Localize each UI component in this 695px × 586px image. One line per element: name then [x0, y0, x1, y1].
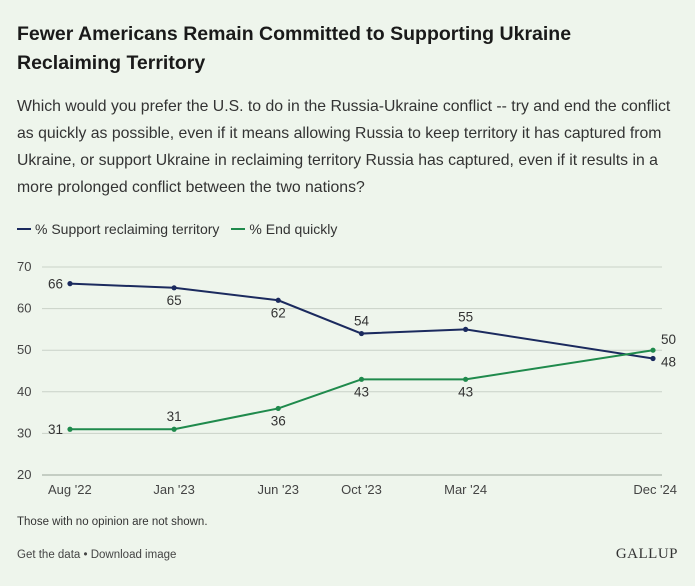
legend-swatch-reclaim	[17, 228, 31, 230]
y-tick-label: 70	[17, 259, 31, 274]
get-data-link[interactable]: Get the data	[17, 549, 81, 561]
footnote: Those with no opinion are not shown.	[17, 516, 208, 528]
series-line-0	[69, 282, 654, 360]
data-point	[275, 405, 281, 412]
y-tick-label: 60	[17, 301, 31, 316]
legend: % Support reclaiming territory % End qui…	[17, 221, 337, 237]
data-label: 50	[661, 332, 676, 347]
y-tick-label: 20	[17, 467, 31, 482]
y-tick-label: 30	[17, 425, 31, 440]
legend-item-end-quickly: % End quickly	[231, 221, 337, 237]
y-tick-label: 40	[17, 384, 31, 399]
y-tick-label: 50	[17, 342, 31, 357]
chart-title: Fewer Americans Remain Committed to Supp…	[17, 23, 572, 74]
data-point	[358, 330, 365, 337]
data-label: 36	[271, 413, 286, 428]
x-tick-label: Jun '23	[257, 482, 299, 497]
data-label: 62	[271, 305, 286, 320]
x-tick-label: Dec '24	[633, 482, 677, 497]
footer-separator: •	[80, 549, 91, 561]
footer-links: Get the data • Download image	[17, 549, 176, 561]
x-tick-label: Jan '23	[153, 482, 195, 497]
data-label: 31	[167, 409, 182, 424]
legend-label-reclaim: % Support reclaiming territory	[35, 221, 220, 237]
data-label: 31	[48, 422, 63, 437]
data-point	[650, 347, 656, 353]
data-label: 48	[661, 355, 676, 370]
legend-label-end-quickly: % End quickly	[249, 221, 338, 237]
data-label: 54	[354, 314, 370, 329]
x-tick-label: Oct '23	[341, 482, 382, 497]
data-point	[463, 376, 469, 382]
data-point	[171, 426, 177, 432]
data-point	[358, 376, 365, 382]
data-point	[463, 326, 469, 332]
data-point	[67, 281, 73, 287]
data-label: 43	[354, 384, 369, 399]
data-label: 55	[458, 309, 473, 324]
data-label: 43	[458, 384, 473, 399]
data-point	[67, 426, 73, 432]
series-line-1	[70, 349, 654, 431]
chart-subtitle: Which would you prefer the U.S. to do in…	[17, 98, 671, 196]
gallup-logo: GALLUP	[615, 546, 678, 562]
legend-swatch-end-quickly	[231, 228, 246, 230]
line-chart: 20 30 40 50 60 70 Aug '22 Jan '23 Jun '23 Oct '23…	[17, 259, 677, 497]
data-label: 65	[167, 293, 182, 308]
data-point	[650, 355, 656, 362]
x-tick-label: Aug '22	[48, 482, 92, 497]
download-image-link[interactable]: Download image	[90, 549, 177, 561]
x-tick-label: Mar '24	[444, 482, 487, 497]
legend-item-reclaim: % Support reclaiming territory	[17, 221, 219, 237]
data-point	[275, 297, 281, 303]
data-label: 66	[48, 277, 63, 292]
data-point	[171, 285, 177, 291]
